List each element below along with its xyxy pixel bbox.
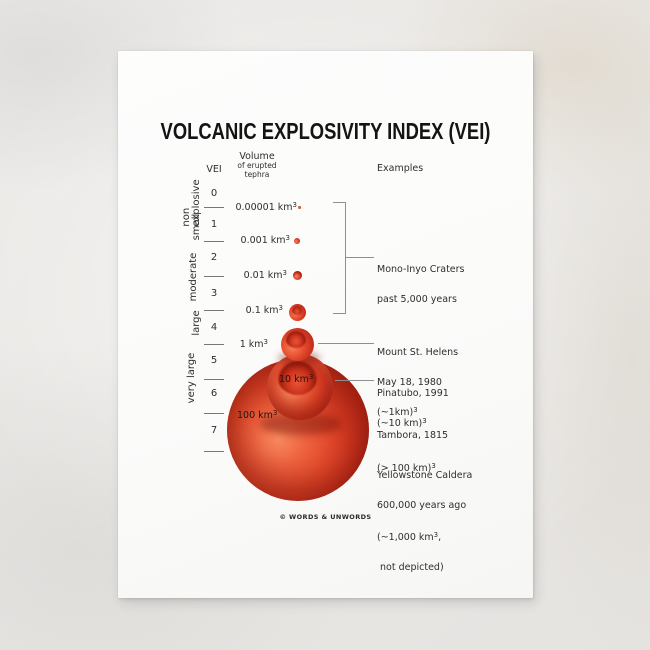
example-line: Mono-Inyo Craters: [377, 265, 465, 275]
volume-text: 0.00001 km: [235, 202, 293, 213]
volume-label-0.00001km3: 0.00001 km3: [235, 200, 297, 213]
sphere-contact-shadow: [260, 413, 342, 435]
example-line: (~10 km)3: [377, 416, 449, 429]
example-text: ,: [438, 532, 442, 543]
example-line: Tambora, 1815: [377, 430, 448, 441]
volume-header-line1: Volume: [239, 151, 275, 162]
bracket-leader-line: [345, 257, 374, 258]
sphere-0.1km3: [289, 304, 306, 321]
example-sup: 3: [431, 461, 436, 470]
example-mono-inyo: Mono-Inyo Craters past 5,000 years: [377, 245, 465, 325]
example-text: Mount St. Helens: [377, 347, 459, 358]
example-text: Yellowstone Caldera: [377, 470, 473, 481]
volume-column-header: Volume of erupted tephra: [217, 151, 297, 179]
sphere-0.00001km3: [298, 206, 301, 209]
category-label-very-large: very large: [186, 352, 197, 404]
vei-tick: [204, 241, 224, 242]
volume-sup: 3: [282, 268, 287, 277]
category-label-small: small: [191, 213, 202, 241]
example-line: (~1km)3: [377, 405, 458, 418]
examples-column-header: Examples: [377, 163, 424, 174]
example-pinatubo: Pinatubo, 1991 (~10 km)3: [377, 369, 449, 449]
example-text: Mono-Inyo Craters: [377, 264, 465, 275]
bracket-bottom-tick: [333, 313, 346, 314]
example-sup: 3: [422, 416, 427, 425]
vei-tick: [204, 207, 224, 208]
example-text: Tambora, 1815: [377, 430, 449, 441]
example-line: May 18, 1980: [377, 378, 458, 388]
postcard: VOLCANIC EXPLOSIVITY INDEX (VEI) VEI Vol…: [118, 51, 533, 598]
volume-sup: 3: [278, 303, 283, 312]
vei-number-0: 0: [210, 188, 218, 199]
example-line: Pinatubo, 1991: [377, 389, 449, 399]
vei-tick: [204, 413, 224, 414]
volume-text: 100 km: [237, 410, 273, 421]
volume-text: 10 km: [279, 374, 309, 385]
vei-number-5: 5: [210, 355, 218, 366]
volume-label-100km3: 100 km3: [237, 408, 278, 421]
example-line: Yellowstone Caldera: [377, 471, 472, 481]
example-line: 600,000 years ago: [377, 501, 472, 511]
example-text: (~1km): [377, 407, 414, 418]
copyright-text: © WORDS & UNWORDS: [279, 513, 372, 521]
vei-number-3: 3: [210, 288, 218, 299]
volume-sup: 3: [292, 200, 297, 209]
example-text: (> 100 km): [377, 463, 432, 474]
example-line: Mount St. Helens: [377, 348, 458, 358]
mount-st-helens-leader-line: [318, 343, 374, 344]
volume-label-0.01km3: 0.01 km3: [243, 268, 287, 281]
volume-label-0.1km3: 0.1 km3: [245, 303, 283, 316]
sphere-10km3: [267, 354, 333, 420]
example-mount-st-helens: Mount St. Helens May 18, 1980 (~1km)3: [377, 328, 458, 438]
sphere-0.001km3: [294, 238, 300, 244]
example-line: not depicted): [377, 563, 472, 573]
volume-text: 0.001 km: [240, 235, 286, 246]
volume-sup: 3: [285, 233, 290, 242]
volume-label-1km3: 1 km3: [239, 337, 268, 350]
example-line: (~1,000 km3,: [377, 530, 472, 543]
vei-tick: [204, 344, 224, 345]
example-text: (~10 km): [377, 418, 423, 429]
volume-header-line2: of erupted: [237, 161, 277, 170]
vei-number-1: 1: [210, 219, 218, 230]
category-label-large: large: [191, 310, 202, 336]
example-line: past 5,000 years: [377, 295, 465, 305]
example-sup: 3: [413, 405, 418, 414]
vei-tick: [204, 451, 224, 452]
category-label-moderate: moderate: [188, 252, 199, 302]
volume-header-line3: tephra: [244, 169, 270, 179]
example-text: 600,000 years ago: [377, 500, 467, 511]
example-text: (~1,000 km: [377, 532, 434, 543]
volume-sup: 3: [263, 337, 268, 346]
volume-label-0.001km3: 0.001 km3: [240, 233, 290, 246]
example-tambora: Tambora, 1815 (> 100 km)3: [377, 408, 448, 496]
pinatubo-leader-line: [335, 380, 374, 381]
vei-tick: [204, 379, 224, 380]
page-title: VOLCANIC EXPLOSIVITY INDEX (VEI): [160, 118, 491, 144]
bracket-top-tick: [333, 202, 346, 203]
example-line: (> 100 km)3: [377, 461, 448, 474]
vei-number-7: 7: [210, 425, 218, 436]
vei-tick: [204, 310, 224, 311]
example-text: May 18, 1980: [377, 377, 442, 388]
volume-text: 1 km: [239, 339, 264, 350]
example-sup: 3: [433, 530, 439, 539]
sphere-0.01km3: [293, 271, 302, 280]
vei-number-6: 6: [210, 388, 218, 399]
vei-number-4: 4: [210, 322, 218, 333]
example-yellowstone: Yellowstone Caldera 600,000 years ago (~…: [377, 451, 472, 593]
example-text: past 5,000 years: [377, 294, 457, 305]
vei-tick: [204, 276, 224, 277]
vei-number-2: 2: [210, 252, 218, 263]
example-text: Pinatubo, 1991: [377, 388, 449, 399]
volume-label-10km3: 10 km3: [279, 372, 314, 385]
volume-text: 0.1 km: [245, 305, 279, 316]
volume-text: 0.01 km: [243, 270, 283, 281]
volume-sup: 3: [308, 372, 314, 381]
sphere-1km3: [281, 328, 314, 361]
example-text: not depicted): [377, 562, 444, 573]
vei-column-header: VEI: [206, 164, 222, 175]
volume-sup: 3: [272, 408, 278, 417]
